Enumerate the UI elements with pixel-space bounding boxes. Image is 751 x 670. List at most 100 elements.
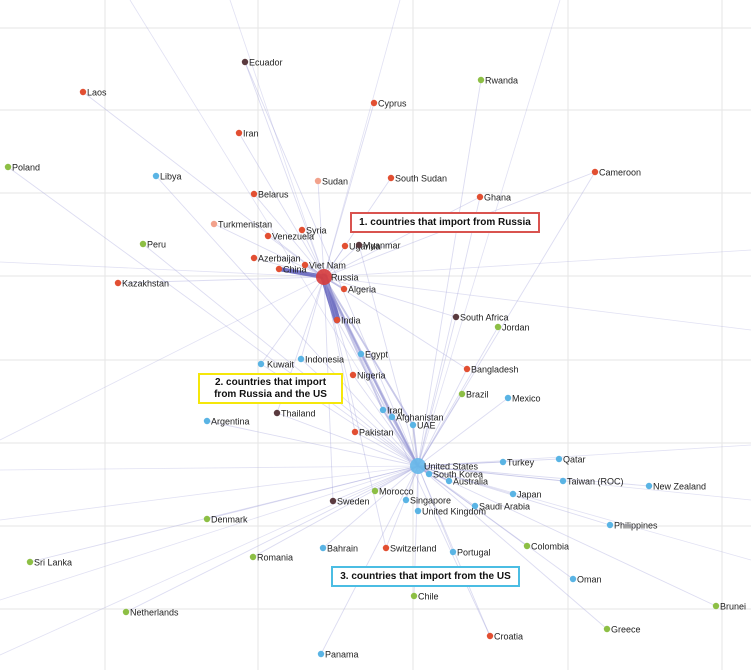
node-dot-panama[interactable] xyxy=(317,650,325,658)
node-dot-uganda[interactable] xyxy=(341,242,349,250)
node-dot-kuwait[interactable] xyxy=(257,360,265,368)
node-dot-viet-nam[interactable] xyxy=(301,261,309,269)
node-australia[interactable]: Australia xyxy=(445,477,488,487)
node-ghana[interactable]: Ghana xyxy=(476,193,511,203)
node-dot-cyprus[interactable] xyxy=(370,99,378,107)
node-mexico[interactable]: Mexico xyxy=(504,394,541,404)
node-philippines[interactable]: Philippines xyxy=(606,521,658,531)
node-south-korea[interactable]: South Korea xyxy=(425,470,483,480)
node-dot-saudi-arabia[interactable] xyxy=(471,502,479,510)
node-indonesia[interactable]: Indonesia xyxy=(297,355,344,365)
node-dot-brunei[interactable] xyxy=(712,602,720,610)
node-poland[interactable]: Poland xyxy=(4,163,40,173)
node-dot-thailand[interactable] xyxy=(273,409,281,417)
node-dot-turkey[interactable] xyxy=(499,458,507,466)
node-nigeria[interactable]: Nigeria xyxy=(349,371,386,381)
node-dot-poland[interactable] xyxy=(4,163,12,171)
node-bangladesh[interactable]: Bangladesh xyxy=(463,365,519,375)
node-dot-sudan[interactable] xyxy=(314,177,322,185)
node-dot-brazil[interactable] xyxy=(458,390,466,398)
node-dot-bahrain[interactable] xyxy=(319,544,327,552)
node-thailand[interactable]: Thailand xyxy=(273,409,316,419)
node-dot-colombia[interactable] xyxy=(523,542,531,550)
node-kazakhstan[interactable]: Kazakhstan xyxy=(114,279,169,289)
node-dot-libya[interactable] xyxy=(152,172,160,180)
node-syria[interactable]: Syria xyxy=(298,226,327,236)
node-dot-laos[interactable] xyxy=(79,88,87,96)
node-dot-ghana[interactable] xyxy=(476,193,484,201)
node-dot-algeria[interactable] xyxy=(340,285,348,293)
node-dot-south-africa[interactable] xyxy=(452,313,460,321)
node-united-states[interactable]: United States xyxy=(410,458,479,474)
node-egypt[interactable]: Egypt xyxy=(357,350,389,360)
node-india[interactable]: India xyxy=(333,316,361,326)
node-peru[interactable]: Peru xyxy=(139,240,166,250)
node-sri-lanka[interactable]: Sri Lanka xyxy=(26,558,72,568)
node-argentina[interactable]: Argentina xyxy=(203,417,250,427)
node-dot-india[interactable] xyxy=(333,316,341,324)
node-dot-portugal[interactable] xyxy=(449,548,457,556)
node-denmark[interactable]: Denmark xyxy=(203,515,248,525)
node-portugal[interactable]: Portugal xyxy=(449,548,491,558)
node-colombia[interactable]: Colombia xyxy=(523,542,569,552)
node-dot-qatar[interactable] xyxy=(555,455,563,463)
node-dot-china[interactable] xyxy=(275,265,283,273)
node-turkey[interactable]: Turkey xyxy=(499,458,535,468)
node-saudi-arabia[interactable]: Saudi Arabia xyxy=(471,502,530,512)
node-uae[interactable]: UAE xyxy=(409,421,436,431)
node-kuwait[interactable]: Kuwait xyxy=(257,360,295,370)
node-japan[interactable]: Japan xyxy=(509,490,542,500)
node-dot-iran[interactable] xyxy=(235,129,243,137)
node-belarus[interactable]: Belarus xyxy=(250,190,289,200)
node-dot-russia[interactable] xyxy=(316,269,332,285)
node-jordan[interactable]: Jordan xyxy=(494,323,530,333)
node-oman[interactable]: Oman xyxy=(569,575,602,585)
node-libya[interactable]: Libya xyxy=(152,172,182,182)
node-brazil[interactable]: Brazil xyxy=(458,390,489,400)
node-rwanda[interactable]: Rwanda xyxy=(477,76,518,86)
node-dot-netherlands[interactable] xyxy=(122,608,130,616)
node-dot-myanmar[interactable] xyxy=(355,241,363,249)
node-iraq[interactable]: Iraq xyxy=(379,406,403,416)
node-dot-jordan[interactable] xyxy=(494,323,502,331)
node-dot-south-korea[interactable] xyxy=(425,470,433,478)
node-myanmar[interactable]: Myanmar xyxy=(355,241,401,251)
node-qatar[interactable]: Qatar xyxy=(555,455,586,465)
node-new-zealand[interactable]: New Zealand xyxy=(645,482,706,492)
node-dot-switzerland[interactable] xyxy=(382,544,390,552)
node-afghanistan[interactable]: Afghanistan xyxy=(388,413,444,423)
node-sweden[interactable]: Sweden xyxy=(329,497,370,507)
node-dot-taiwan[interactable] xyxy=(559,477,567,485)
node-dot-sri-lanka[interactable] xyxy=(26,558,34,566)
node-dot-turkmenistan[interactable] xyxy=(210,220,218,228)
node-dot-belarus[interactable] xyxy=(250,190,258,198)
node-viet-nam[interactable]: Viet Nam xyxy=(301,261,346,271)
node-dot-denmark[interactable] xyxy=(203,515,211,523)
node-panama[interactable]: Panama xyxy=(317,650,359,660)
node-dot-south-sudan[interactable] xyxy=(387,174,395,182)
node-dot-morocco[interactable] xyxy=(371,487,379,495)
node-dot-croatia[interactable] xyxy=(486,632,494,640)
node-dot-nigeria[interactable] xyxy=(349,371,357,379)
node-sudan[interactable]: Sudan xyxy=(314,177,348,187)
node-dot-sweden[interactable] xyxy=(329,497,337,505)
node-romania[interactable]: Romania xyxy=(249,553,293,563)
node-ecuador[interactable]: Ecuador xyxy=(241,58,283,68)
node-dot-bangladesh[interactable] xyxy=(463,365,471,373)
node-algeria[interactable]: Algeria xyxy=(340,285,376,295)
node-cameroon[interactable]: Cameroon xyxy=(591,168,641,178)
node-dot-peru[interactable] xyxy=(139,240,147,248)
node-morocco[interactable]: Morocco xyxy=(371,487,414,497)
node-cyprus[interactable]: Cyprus xyxy=(370,99,407,109)
node-brunei[interactable]: Brunei xyxy=(712,602,746,612)
node-iran[interactable]: Iran xyxy=(235,129,259,139)
node-dot-chile[interactable] xyxy=(410,592,418,600)
node-russia[interactable]: Russia xyxy=(316,269,359,285)
node-dot-romania[interactable] xyxy=(249,553,257,561)
node-dot-egypt[interactable] xyxy=(357,350,365,358)
node-taiwan[interactable]: Taiwan (ROC) xyxy=(559,477,624,487)
node-bahrain[interactable]: Bahrain xyxy=(319,544,358,554)
node-dot-rwanda[interactable] xyxy=(477,76,485,84)
node-netherlands[interactable]: Netherlands xyxy=(122,608,179,618)
node-dot-venezuela[interactable] xyxy=(264,232,272,240)
